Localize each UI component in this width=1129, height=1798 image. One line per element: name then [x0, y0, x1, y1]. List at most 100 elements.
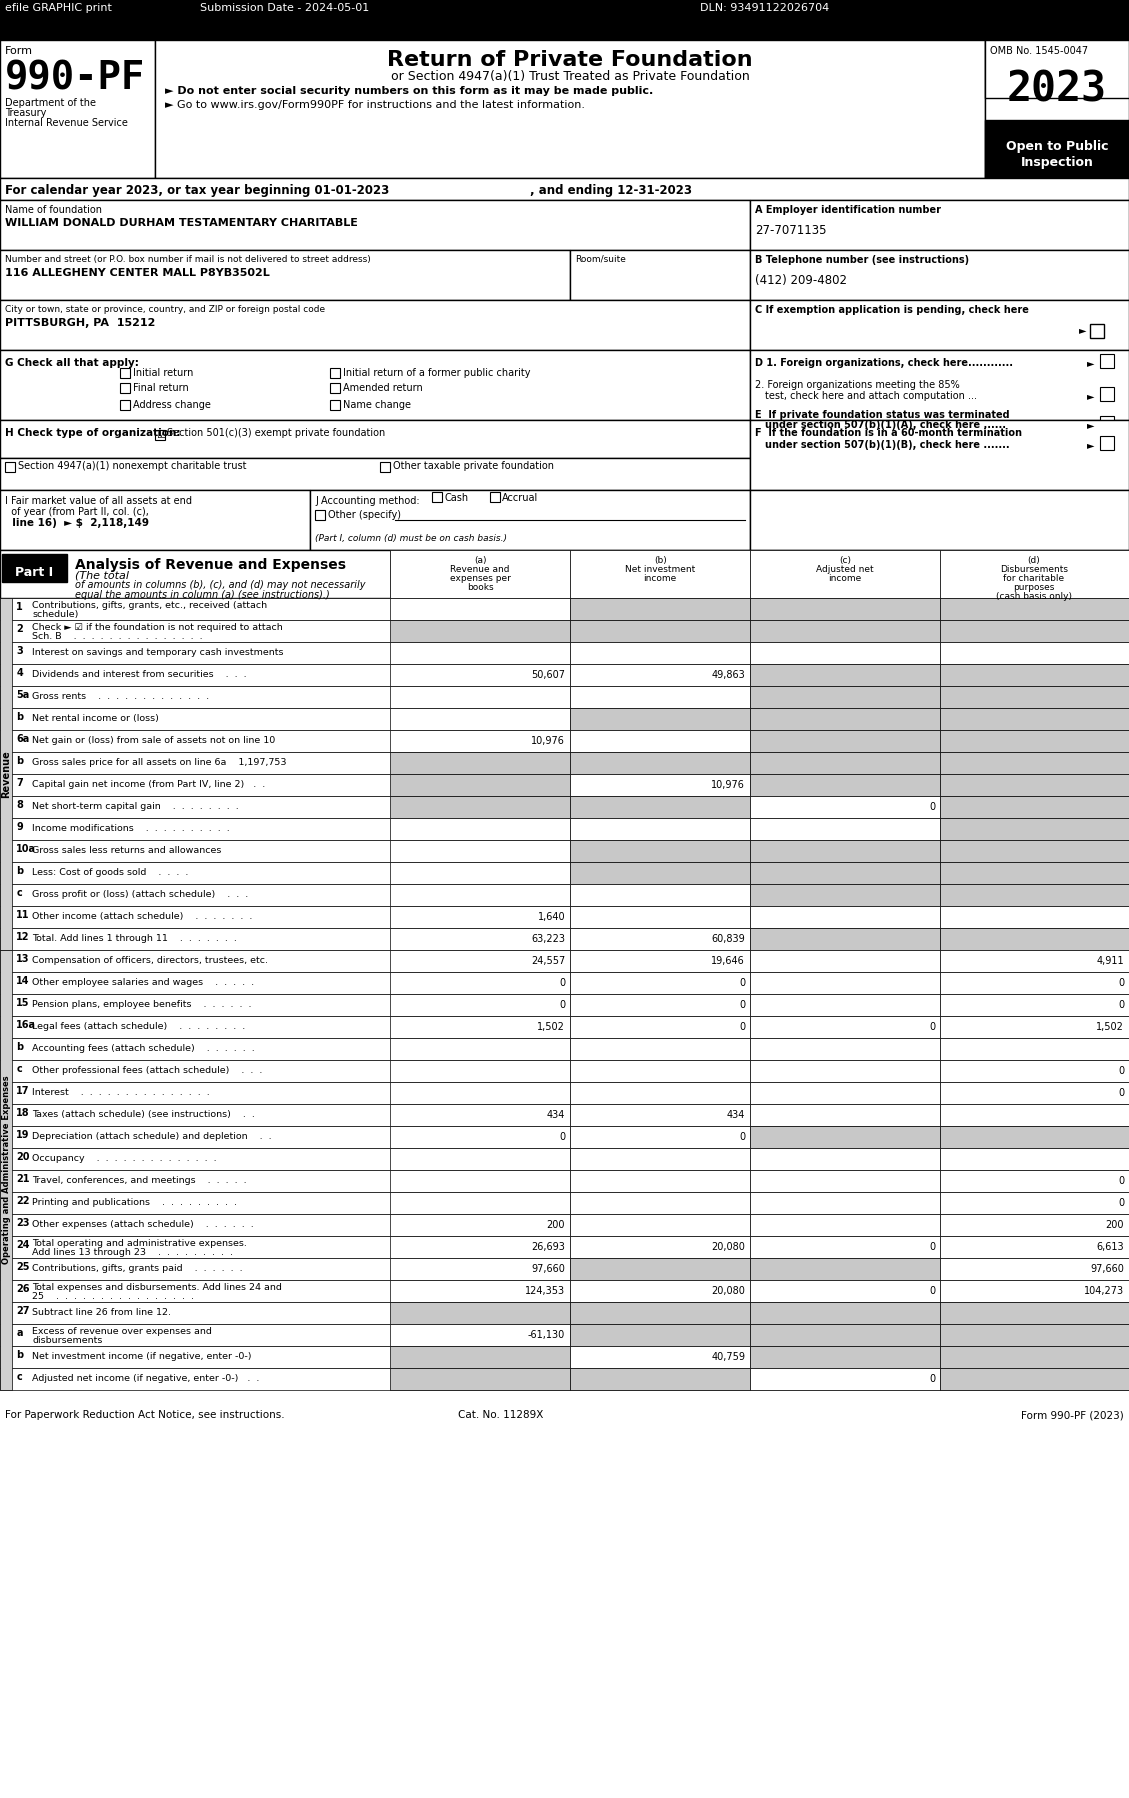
Bar	[570, 1082, 750, 1104]
Bar	[570, 1259, 750, 1280]
Bar	[940, 599, 1129, 620]
Text: (c): (c)	[839, 556, 851, 565]
Bar	[310, 491, 750, 550]
Text: 200: 200	[546, 1221, 566, 1230]
Bar	[0, 1235, 1129, 1259]
Text: 0: 0	[1118, 1176, 1124, 1187]
Bar	[750, 752, 940, 773]
Text: 49,863: 49,863	[711, 671, 745, 680]
Bar	[570, 1126, 750, 1147]
Text: 4: 4	[16, 669, 23, 678]
Text: Adjusted net income (if negative, enter -0-)   .  .: Adjusted net income (if negative, enter …	[33, 1374, 260, 1383]
Text: Contributions, gifts, grants paid    .  .  .  .  .  .: Contributions, gifts, grants paid . . . …	[33, 1264, 243, 1273]
Text: Section 4947(a)(1) nonexempt charitable trust: Section 4947(a)(1) nonexempt charitable …	[18, 460, 247, 471]
Text: 200: 200	[1105, 1221, 1124, 1230]
Text: ►: ►	[1079, 325, 1086, 334]
Text: 1,640: 1,640	[537, 912, 566, 922]
Bar	[570, 1235, 750, 1259]
Bar	[1100, 387, 1114, 401]
Text: Excess of revenue over expenses and: Excess of revenue over expenses and	[33, 1327, 212, 1336]
Bar	[0, 928, 1129, 949]
Bar	[940, 861, 1129, 885]
Bar	[391, 1170, 570, 1192]
Bar	[940, 928, 1129, 949]
Bar	[391, 840, 570, 861]
Text: Revenue and: Revenue and	[450, 565, 510, 574]
Text: 24,557: 24,557	[531, 957, 566, 966]
Bar	[750, 1061, 940, 1082]
Bar	[940, 687, 1129, 708]
Text: 21: 21	[16, 1174, 29, 1185]
Text: Form 990-PF (2023): Form 990-PF (2023)	[1022, 1410, 1124, 1420]
Bar	[750, 797, 940, 818]
Text: under section 507(b)(1)(B), check here .......: under section 507(b)(1)(B), check here .…	[765, 441, 1009, 450]
Bar	[570, 840, 750, 861]
Text: Taxes (attach schedule) (see instructions)    .  .: Taxes (attach schedule) (see instruction…	[33, 1109, 255, 1118]
Text: disbursements: disbursements	[33, 1336, 103, 1345]
Text: 10,976: 10,976	[532, 735, 566, 746]
Bar	[940, 1323, 1129, 1347]
Text: 0: 0	[929, 1242, 935, 1251]
Bar	[331, 399, 340, 410]
Bar	[940, 885, 1129, 906]
Bar	[570, 708, 750, 730]
Text: a: a	[16, 1329, 23, 1338]
Bar	[570, 1170, 750, 1192]
Bar	[940, 708, 1129, 730]
Text: income: income	[644, 574, 676, 583]
Bar	[0, 708, 1129, 730]
Bar	[391, 599, 570, 620]
Bar	[940, 1104, 1129, 1126]
Bar	[391, 818, 570, 840]
Text: DLN: 93491122026704: DLN: 93491122026704	[700, 4, 830, 13]
Text: schedule): schedule)	[33, 610, 79, 619]
Bar	[750, 421, 1129, 491]
Text: Other taxable private foundation: Other taxable private foundation	[393, 460, 554, 471]
Text: (cash basis only): (cash basis only)	[996, 592, 1073, 601]
Bar	[940, 1192, 1129, 1214]
Bar	[391, 687, 570, 708]
Bar	[1100, 415, 1114, 430]
Text: Operating and Administrative Expenses: Operating and Administrative Expenses	[2, 1075, 11, 1264]
Bar	[570, 1323, 750, 1347]
Bar	[570, 928, 750, 949]
Bar	[750, 351, 1129, 421]
Text: 6,613: 6,613	[1096, 1242, 1124, 1251]
Text: Dividends and interest from securities    .  .  .: Dividends and interest from securities .…	[33, 671, 247, 680]
Text: 0: 0	[1118, 978, 1124, 987]
Bar	[0, 620, 1129, 642]
Text: 24: 24	[16, 1241, 29, 1250]
Text: 10a: 10a	[16, 843, 36, 854]
Bar	[2, 554, 68, 583]
Text: 40,759: 40,759	[711, 1352, 745, 1363]
Bar	[391, 620, 570, 642]
Bar	[331, 383, 340, 394]
Text: 0: 0	[1118, 1066, 1124, 1075]
Bar	[391, 797, 570, 818]
Bar	[750, 906, 940, 928]
Bar	[331, 369, 340, 378]
Text: Initial return of a former public charity: Initial return of a former public charit…	[343, 369, 531, 378]
Text: Interest    .  .  .  .  .  .  .  .  .  .  .  .  .  .  .: Interest . . . . . . . . . . . . . . .	[33, 1088, 210, 1097]
Bar	[750, 773, 940, 797]
Text: 18: 18	[16, 1108, 30, 1118]
Bar	[750, 1082, 940, 1104]
Text: Total. Add lines 1 through 11    .  .  .  .  .  .  .: Total. Add lines 1 through 11 . . . . . …	[33, 933, 237, 942]
Text: Internal Revenue Service: Internal Revenue Service	[6, 119, 129, 128]
Text: Open to Public: Open to Public	[1006, 140, 1109, 153]
Bar	[750, 491, 1129, 550]
Text: c: c	[16, 1372, 23, 1383]
Text: 20: 20	[16, 1153, 29, 1162]
Bar	[391, 1368, 570, 1390]
Bar	[570, 1192, 750, 1214]
Bar	[750, 973, 940, 994]
Bar	[750, 949, 940, 973]
Bar	[0, 1082, 1129, 1104]
Text: 14: 14	[16, 976, 29, 985]
Text: Less: Cost of goods sold    .  .  .  .: Less: Cost of goods sold . . . .	[33, 868, 189, 877]
Bar	[750, 620, 940, 642]
Text: Gross sales less returns and allowances: Gross sales less returns and allowances	[33, 847, 221, 856]
Text: ► Go to www.irs.gov/Form990PF for instructions and the latest information.: ► Go to www.irs.gov/Form990PF for instru…	[165, 101, 585, 110]
Bar	[0, 730, 1129, 752]
Text: under section 507(b)(1)(A), check here ......: under section 507(b)(1)(A), check here .…	[765, 421, 1006, 430]
